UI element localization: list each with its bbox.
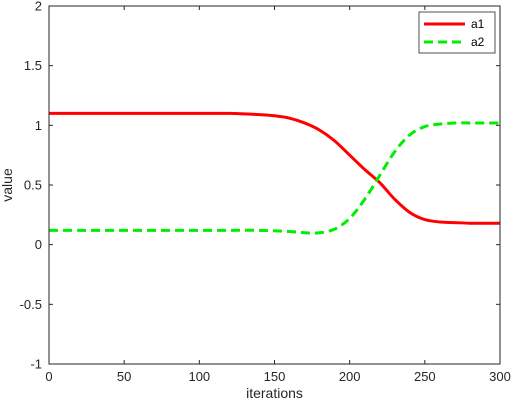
x-tick-label: 0 bbox=[45, 369, 52, 384]
legend: a1 a2 bbox=[418, 11, 496, 54]
x-tick-label: 50 bbox=[117, 369, 131, 384]
series-line-a1 bbox=[49, 111, 500, 225]
y-axis-label: value bbox=[0, 168, 15, 202]
plot-area bbox=[49, 6, 500, 364]
y-tick-label: 2 bbox=[35, 0, 42, 14]
y-tick-label: -0.5 bbox=[20, 297, 42, 312]
legend-label-a1: a1 bbox=[471, 17, 485, 31]
y-tick-label: 0 bbox=[35, 237, 42, 252]
x-tick-label: 150 bbox=[264, 369, 286, 384]
x-axis-label: iterations bbox=[246, 385, 303, 401]
plot-frame bbox=[48, 5, 501, 365]
legend-label-a2: a2 bbox=[471, 35, 485, 49]
x-tick-label: 200 bbox=[339, 369, 361, 384]
legend-box bbox=[418, 11, 496, 54]
series-line-a2 bbox=[48, 121, 500, 235]
y-tick-label: 0.5 bbox=[24, 178, 42, 193]
y-tick-label: -1 bbox=[30, 357, 42, 372]
x-tick-label: 250 bbox=[414, 369, 436, 384]
x-tick-label: 300 bbox=[489, 369, 511, 384]
y-tick-label: 1 bbox=[35, 118, 42, 133]
y-tick-label: 1.5 bbox=[24, 58, 42, 73]
x-tick-labels: 0 50 100 150 200 250 300 bbox=[45, 369, 510, 384]
series-layer bbox=[48, 111, 500, 235]
y-tick-labels: -1 -0.5 0 0.5 1 1.5 2 bbox=[20, 0, 42, 372]
x-tick-label: 100 bbox=[188, 369, 210, 384]
